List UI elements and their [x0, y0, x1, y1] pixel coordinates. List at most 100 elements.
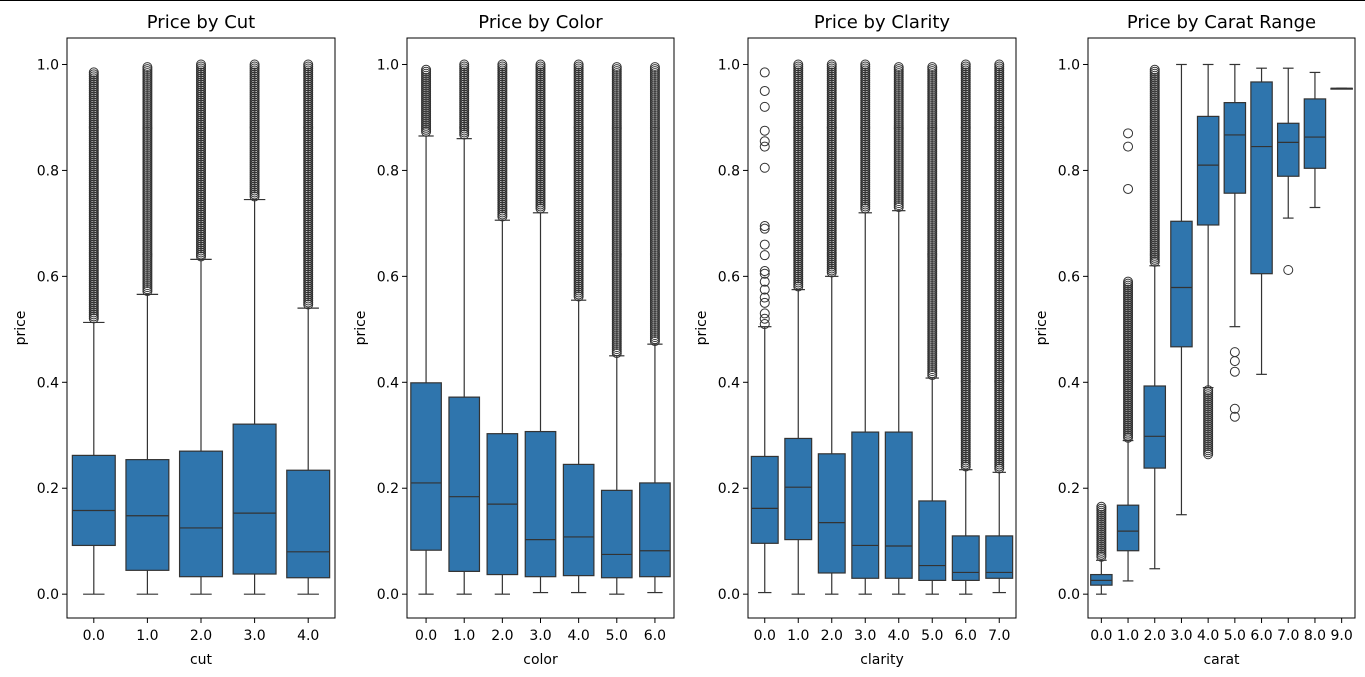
- flier-point: [759, 319, 770, 330]
- x-tick-label: 0.0: [754, 628, 776, 644]
- box-5.0: [1223, 63, 1247, 422]
- box-3.0: [851, 59, 880, 595]
- box-4.0: [286, 59, 331, 595]
- flier-group: [1096, 501, 1107, 562]
- flier-point: [1123, 141, 1134, 152]
- box-2.0: [486, 59, 519, 595]
- y-tick-label: 1.0: [37, 57, 59, 73]
- x-tick-label: 9.0: [1331, 628, 1353, 644]
- y-tick-label: 0.6: [718, 269, 740, 285]
- x-tick-label: 8.0: [1304, 628, 1326, 644]
- box-8.0: [1303, 71, 1327, 209]
- x-tick-label: 5.0: [1224, 628, 1246, 644]
- x-axis-label: color: [523, 652, 558, 668]
- flier-point: [759, 250, 770, 261]
- iqr-box: [125, 459, 170, 571]
- box-4.0: [884, 62, 913, 595]
- iqr-box: [1196, 115, 1220, 226]
- x-tick-label: 3.0: [1170, 628, 1192, 644]
- x-tick-label: 1.0: [1117, 628, 1139, 644]
- iqr-box: [410, 382, 442, 551]
- box-0.0: [71, 67, 116, 595]
- box-7.0: [985, 59, 1014, 594]
- flier-point: [142, 286, 153, 297]
- flier-point: [1229, 356, 1240, 367]
- subplot-1: Price by Cut 0.0 0.2 0.4 0.6 0.8 1.0 price 0.0 1.…: [13, 12, 336, 668]
- flier-point: [893, 202, 904, 213]
- y-axis-label: price: [694, 311, 710, 346]
- box-0.0: [1090, 501, 1113, 595]
- flier-group: [535, 59, 546, 214]
- y-tick-label: 0.8: [377, 163, 399, 179]
- flier-point: [759, 308, 770, 319]
- y-tick-label: 0.4: [377, 375, 399, 391]
- axes-frame: [747, 37, 1017, 619]
- y-tick-label: 0.8: [718, 163, 740, 179]
- flier-point: [573, 291, 584, 302]
- flier-point: [759, 297, 770, 308]
- iqr-box: [71, 454, 116, 547]
- flier-point: [1229, 403, 1240, 414]
- flier-point: [759, 292, 770, 303]
- flier-point: [535, 203, 546, 214]
- box-1.0: [1116, 128, 1140, 582]
- box-5.0: [918, 62, 947, 595]
- flier-group: [459, 59, 470, 140]
- y-tick-label: 0.8: [37, 163, 59, 179]
- y-tick-label: 0.0: [377, 587, 399, 603]
- x-tick-label: 7.0: [1277, 628, 1299, 644]
- flier-point: [1283, 265, 1294, 275]
- flier-point: [1123, 183, 1134, 194]
- box-1.0: [125, 62, 170, 595]
- y-tick-label: 0.6: [1058, 269, 1080, 285]
- y-tick-label: 0.0: [1058, 587, 1080, 603]
- box-6.0: [951, 59, 980, 595]
- iqr-box: [600, 489, 633, 579]
- flier-group: [573, 59, 584, 302]
- top-border-line: [0, 0, 1365, 1]
- y-tick-label: 0.0: [37, 587, 59, 603]
- box-0.0: [410, 64, 442, 595]
- y-tick-label: 0.2: [37, 481, 59, 497]
- y-tick-label: 1.0: [718, 57, 740, 73]
- subplot-2: Price by Color 0.0 0.2 0.4 0.6 0.8 1.0 price 0.0…: [353, 12, 675, 668]
- subplot-4: Price by Carat Range 0.0 0.2 0.4 0.6 0.8 1.0 pr…: [1034, 12, 1356, 668]
- x-tick-label: 1.0: [136, 628, 158, 644]
- flier-point: [1229, 366, 1240, 377]
- flier-point: [759, 268, 770, 279]
- x-tick-label: 1.0: [453, 628, 475, 644]
- flier-group: [497, 59, 508, 222]
- x-tick-label: 7.0: [988, 628, 1010, 644]
- flier-point: [649, 336, 660, 347]
- x-tick-label: 3.0: [243, 628, 265, 644]
- subplot-3: Price by Clarity 0.0 0.2 0.4 0.6 0.8 1.0 price 0…: [694, 12, 1017, 668]
- flier-point: [497, 211, 508, 222]
- flier-group: [1123, 128, 1134, 443]
- axes-frame: [406, 37, 675, 619]
- iqr-box: [232, 423, 277, 575]
- box-1.0: [448, 59, 481, 595]
- flier-group: [826, 59, 837, 278]
- x-tick-label: 2.0: [1144, 628, 1166, 644]
- flier-point: [759, 239, 770, 250]
- x-tick-label: 4.0: [1197, 628, 1219, 644]
- x-tick-label: 4.0: [568, 628, 590, 644]
- flier-point: [88, 313, 99, 324]
- flier-group: [196, 59, 206, 262]
- y-tick-label: 0.8: [1058, 163, 1080, 179]
- box-7.0: [1276, 67, 1300, 275]
- flier-point: [1123, 128, 1134, 139]
- flier-group: [1149, 64, 1160, 267]
- flier-point: [759, 284, 770, 295]
- flier-group: [611, 62, 622, 359]
- box-2.0: [178, 59, 224, 595]
- x-axis-label: cut: [190, 652, 213, 668]
- flier-point: [1123, 432, 1134, 443]
- flier-point: [759, 141, 770, 152]
- flier-point: [759, 223, 770, 234]
- box-2.0: [1143, 64, 1167, 570]
- flier-point: [1096, 551, 1107, 562]
- iqr-box: [918, 500, 947, 581]
- y-axis-label: price: [1034, 311, 1050, 346]
- flier-group: [88, 67, 99, 324]
